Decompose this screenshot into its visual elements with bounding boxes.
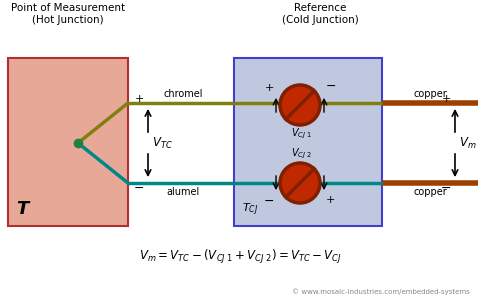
Circle shape (279, 85, 319, 125)
Text: +: + (134, 94, 144, 104)
FancyBboxPatch shape (233, 58, 381, 226)
Text: −: − (325, 80, 336, 93)
Text: $V_{CJ\ 1}$: $V_{CJ\ 1}$ (291, 127, 312, 141)
Text: +: + (264, 83, 274, 93)
Text: +: + (441, 94, 450, 104)
Text: T: T (16, 200, 28, 218)
Text: $V_{TC}$: $V_{TC}$ (152, 135, 172, 151)
Text: −: − (133, 182, 144, 195)
Text: alumel: alumel (166, 187, 199, 197)
Text: copper: copper (412, 89, 446, 99)
Text: $V_m$: $V_m$ (458, 135, 476, 151)
Text: −: − (440, 182, 450, 195)
Text: $V_m = V_{TC} - (V_{CJ\ 1} + V_{CJ\ 2}) = V_{TC} - V_{CJ}$: $V_m = V_{TC} - (V_{CJ\ 1} + V_{CJ\ 2}) … (138, 248, 341, 266)
Text: $T_{CJ}$: $T_{CJ}$ (241, 202, 258, 218)
Circle shape (279, 163, 319, 203)
Text: $V_{CJ\ 2}$: $V_{CJ\ 2}$ (291, 147, 312, 161)
Text: +: + (325, 195, 335, 205)
Text: −: − (263, 195, 274, 208)
Text: © www.mosaic-industries.com/embedded-systems: © www.mosaic-industries.com/embedded-sys… (292, 288, 469, 295)
Text: Point of Measurement
(Hot Junction): Point of Measurement (Hot Junction) (11, 3, 125, 25)
Text: Reference
(Cold Junction): Reference (Cold Junction) (281, 3, 358, 25)
FancyBboxPatch shape (8, 58, 128, 226)
Text: chromel: chromel (163, 89, 203, 99)
Text: copper: copper (412, 187, 446, 197)
